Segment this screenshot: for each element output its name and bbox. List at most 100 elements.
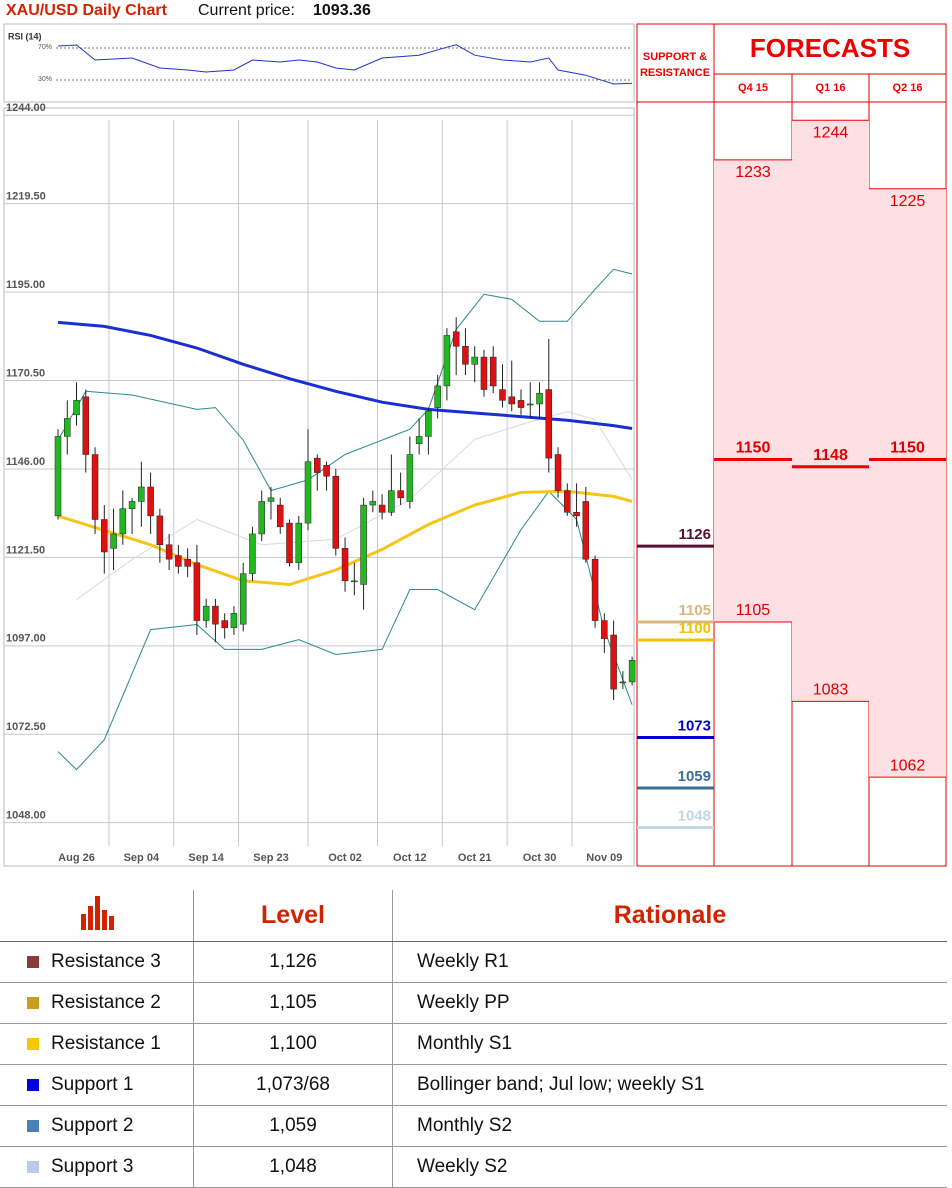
candle-body <box>471 356 478 365</box>
candle-body <box>499 389 506 401</box>
forecast-title: FORECASTS <box>750 33 910 63</box>
candle-body <box>378 504 386 513</box>
candle-body <box>582 501 590 560</box>
forecast-low-label: 1105 <box>736 602 771 619</box>
color-square <box>27 1037 39 1050</box>
sr-label: 1073 <box>678 717 711 734</box>
candle-body <box>415 436 423 444</box>
candle-body <box>425 410 432 437</box>
color-square <box>27 1160 39 1173</box>
forecast-range <box>869 188 946 778</box>
rationale-cell: Monthly S1 <box>392 1023 947 1065</box>
candle-body <box>304 461 312 524</box>
candle-body <box>341 548 349 582</box>
forecast-high-label: 1225 <box>890 193 926 210</box>
rsi-title: RSI (14) <box>8 31 42 41</box>
candle-body <box>564 490 571 513</box>
candle-body <box>508 396 515 405</box>
rsi-frame <box>3 23 635 103</box>
chart-title: XAU/USD Daily Chart <box>6 2 168 19</box>
candle-body <box>360 504 367 585</box>
chart-area: XAU/USD Daily Chart Current price: 1093.… <box>3 2 947 867</box>
price: 1093.36 <box>313 2 371 19</box>
candle-body <box>619 681 627 684</box>
candle-body <box>82 396 90 455</box>
candle-body <box>388 490 395 513</box>
quarter-label: Q4 15 <box>738 82 768 94</box>
y-tick-label: 1219.50 <box>6 191 46 203</box>
y-tick-label: 1170.50 <box>6 367 45 379</box>
level-cell: 1,059 <box>193 1105 393 1147</box>
candle-body <box>323 465 330 477</box>
candle-body <box>527 403 534 406</box>
row-name: Support 3 <box>51 1156 134 1177</box>
icon-cell <box>0 890 194 942</box>
candle-body <box>175 555 182 567</box>
header-cell: Level <box>193 890 393 942</box>
sr-label: 1105 <box>678 602 711 619</box>
candle-body <box>480 356 488 390</box>
y-tick-label: 1195.00 <box>6 279 45 291</box>
rationale-cell: Weekly R1 <box>392 941 947 983</box>
level-cell: 1,100 <box>193 1023 393 1065</box>
sr-title: SUPPORT & <box>643 51 707 63</box>
rsi-tick-label: 30% <box>38 76 52 83</box>
candle-body <box>119 508 127 535</box>
name-cell: Resistance 3 <box>0 941 194 983</box>
candle-body <box>193 562 201 621</box>
level-cell: 1,126 <box>193 941 393 983</box>
candle-body <box>591 558 599 621</box>
x-tick-label: Sep 04 <box>124 852 160 864</box>
candle-body <box>249 533 256 574</box>
sr-title: RESISTANCE <box>640 67 710 79</box>
candle-body <box>434 385 441 408</box>
candle-body <box>138 486 145 502</box>
color-square <box>27 955 39 968</box>
candle-body <box>165 544 173 560</box>
candle-body <box>545 389 553 459</box>
candle-body <box>536 392 543 405</box>
rsi-line <box>57 44 633 85</box>
candle-body <box>239 573 247 625</box>
price-label: Current price: <box>198 2 295 19</box>
name-cell: Resistance 1 <box>0 1023 194 1065</box>
candle-body <box>443 335 451 387</box>
color-square <box>27 996 39 1009</box>
name-cell: Support 2 <box>0 1105 194 1147</box>
forecast-average-label: 1148 <box>813 447 848 464</box>
table-row: Resistance 2 1,105 Weekly PP <box>0 982 947 1024</box>
table-row: Resistance 3 1,126 Weekly R1 <box>0 941 947 983</box>
candle-body <box>101 519 108 553</box>
table-row: Support 1 1,073/68 Bollinger band; Jul low… <box>0 1064 947 1106</box>
candle-body <box>147 486 154 517</box>
forecast-average-label: 1150 <box>890 440 925 457</box>
forecast-range <box>714 159 792 622</box>
candle-body <box>267 497 275 502</box>
quarter-label: Q2 16 <box>893 82 923 94</box>
y-tick-label: 1097.00 <box>6 633 46 645</box>
candle-body <box>54 436 62 517</box>
rationale-cell: Monthly S2 <box>392 1105 947 1147</box>
x-tick-label: Sep 14 <box>188 852 224 864</box>
candle-body <box>610 634 617 690</box>
row-name: Support 2 <box>51 1115 134 1136</box>
candle-body <box>573 512 580 517</box>
candle-body <box>554 454 562 491</box>
overlay-line <box>57 268 633 492</box>
row-name: Support 1 <box>51 1074 134 1095</box>
overlay-line <box>57 490 633 771</box>
row-name: Resistance 2 <box>51 992 161 1013</box>
candle-body <box>202 605 210 621</box>
table-header: Level Rationale <box>0 890 947 942</box>
candle-body <box>73 400 80 416</box>
candle-body <box>91 454 99 520</box>
x-tick-label: Nov 09 <box>586 852 622 864</box>
candle-body <box>230 613 238 629</box>
candle-body <box>351 580 358 583</box>
rationale-cell: Weekly PP <box>392 982 947 1024</box>
x-tick-label: Oct 30 <box>523 852 557 864</box>
candle-body <box>406 454 414 502</box>
color-square <box>27 1119 39 1132</box>
sr-label: 1048 <box>678 808 711 825</box>
